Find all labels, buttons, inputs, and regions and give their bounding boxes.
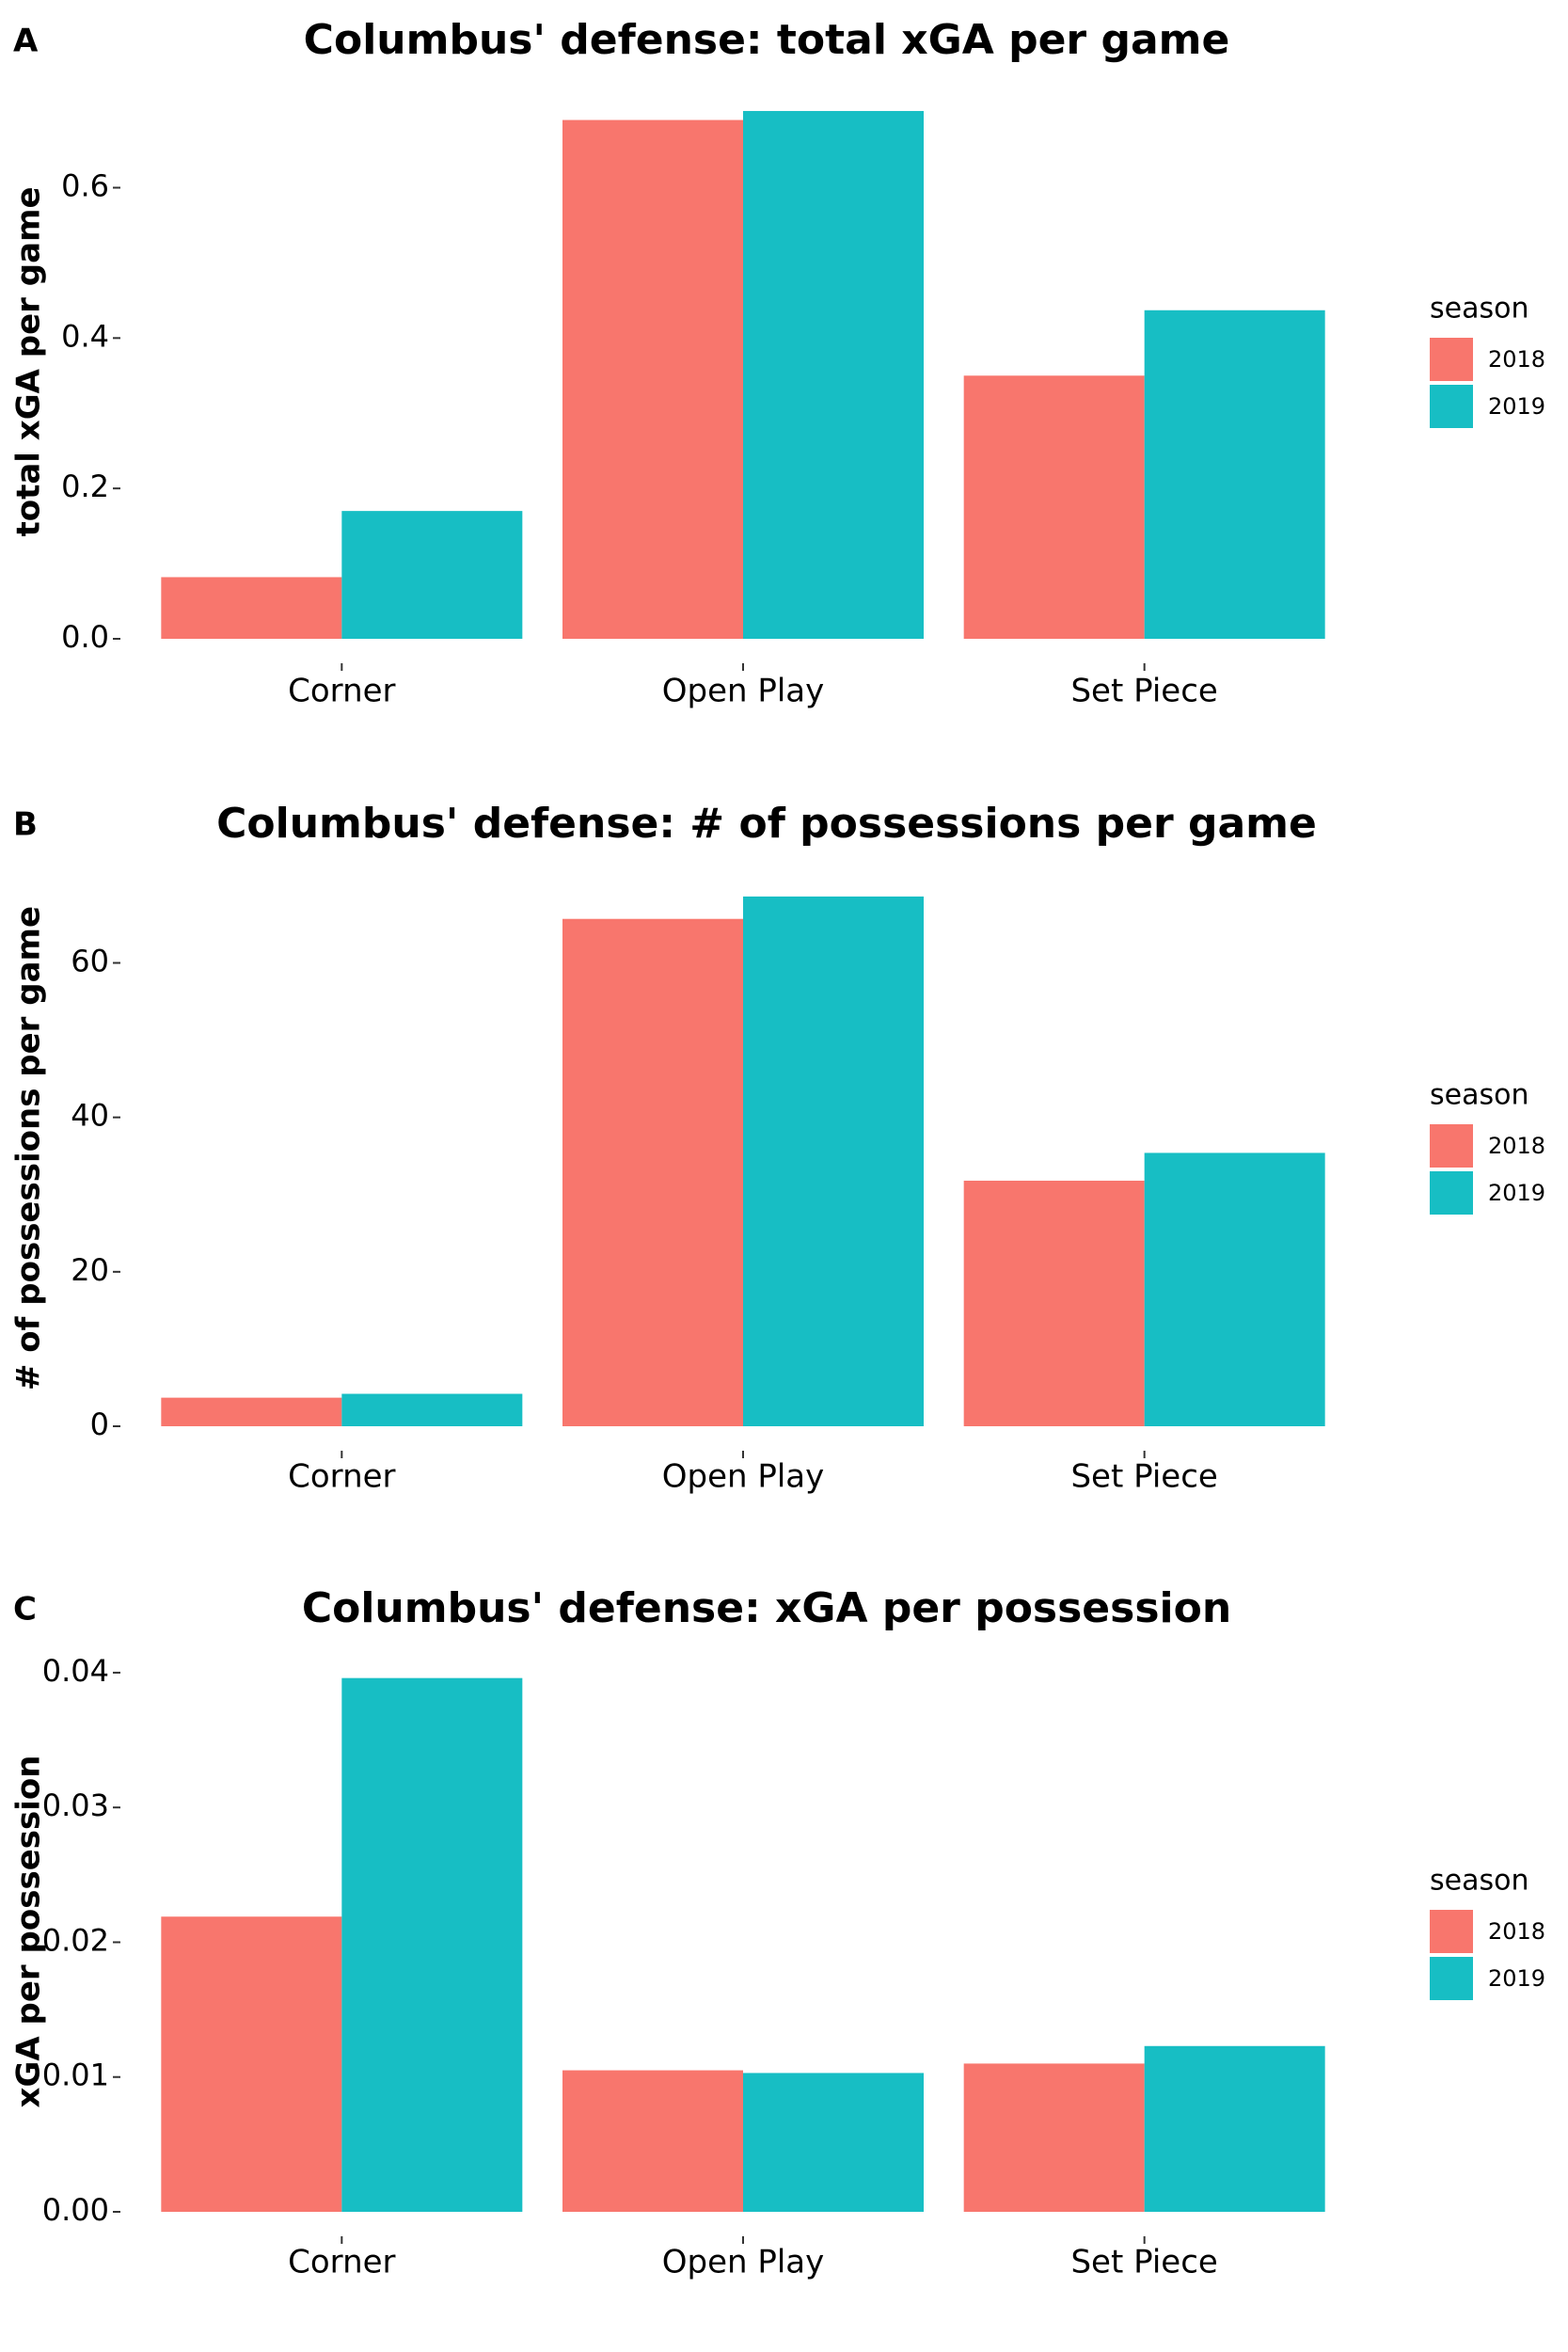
legend: season 2018 2019 — [1430, 1865, 1545, 2000]
y-tick-label: 0.0 — [61, 619, 109, 655]
panel-b: B Columbus' defense: # of possessions per… — [10, 800, 1546, 1496]
y-tick-label: 0.2 — [61, 469, 109, 504]
legend-title: season — [1430, 1865, 1528, 1898]
y-tick-label: 20 — [71, 1252, 109, 1288]
legend-label: 2019 — [1488, 1180, 1545, 1206]
legend-title: season — [1430, 293, 1528, 326]
bar-open-play-2018 — [562, 918, 743, 1426]
legend-label: 2019 — [1488, 1965, 1545, 1992]
bar-set-piece-2019 — [1144, 310, 1325, 639]
panel-letter: B — [13, 806, 38, 844]
legend-key-2018 — [1430, 1124, 1473, 1168]
y-tick-label: 0.4 — [61, 318, 109, 354]
bar-set-piece-2018 — [963, 1180, 1145, 1426]
bar-open-play-2018 — [562, 119, 743, 639]
x-tick-label: Set Piece — [1070, 673, 1217, 710]
x-tick-label: Open Play — [662, 673, 825, 710]
bar-corner-2018 — [161, 1916, 342, 2212]
bar-open-play-2019 — [743, 896, 924, 1426]
panel-letter: C — [13, 1591, 37, 1629]
y-tick-label: 0.02 — [42, 1922, 109, 1958]
y-tick-label: 0.04 — [42, 1653, 109, 1689]
y-tick-label: 40 — [71, 1098, 109, 1134]
legend-title: season — [1430, 1079, 1528, 1112]
x-tick-label: Corner — [288, 673, 395, 710]
bar-corner-2018 — [161, 577, 342, 639]
legend-label: 2018 — [1488, 1133, 1545, 1159]
x-tick-label: Set Piece — [1070, 1458, 1217, 1496]
bar-open-play-2019 — [743, 2073, 924, 2212]
panel-a: A Columbus' defense: total xGA per game to… — [10, 16, 1546, 710]
x-tick-label: Open Play — [662, 2244, 825, 2281]
legend: season 2018 2019 — [1430, 293, 1545, 428]
bar-open-play-2018 — [562, 2070, 743, 2212]
x-tick-label: Set Piece — [1070, 2244, 1217, 2281]
y-tick-label: 0.03 — [42, 1788, 109, 1823]
x-tick-label: Corner — [288, 2244, 395, 2281]
legend-label: 2019 — [1488, 393, 1545, 420]
y-axis-label: # of possessions per game — [10, 906, 48, 1391]
y-tick-label: 0.6 — [61, 167, 109, 203]
legend: season 2018 2019 — [1430, 1079, 1545, 1215]
chart-title: Columbus' defense: xGA per possession — [302, 1584, 1231, 1632]
y-axis-label: total xGA per game — [10, 186, 48, 536]
bar-open-play-2019 — [743, 110, 924, 640]
legend-key-2018 — [1430, 1910, 1473, 1953]
y-tick-label: 60 — [71, 944, 109, 979]
bar-set-piece-2019 — [1144, 2045, 1325, 2212]
chart-title: Columbus' defense: total xGA per game — [304, 16, 1230, 64]
bar-corner-2018 — [161, 1397, 342, 1426]
y-tick-label: 0.01 — [42, 2058, 109, 2093]
bar-set-piece-2018 — [963, 375, 1145, 639]
bar-corner-2019 — [341, 1677, 523, 2212]
y-tick-label: 0 — [90, 1406, 109, 1442]
panel-c: C Columbus' defense: xGA per possession xG… — [10, 1584, 1546, 2281]
legend-key-2019 — [1430, 1171, 1473, 1215]
bar-set-piece-2019 — [1144, 1152, 1325, 1426]
chart-title: Columbus' defense: # of possessions per … — [216, 800, 1317, 848]
bar-set-piece-2018 — [963, 2063, 1145, 2212]
y-tick-label: 0.00 — [42, 2192, 109, 2228]
bar-corner-2019 — [341, 1393, 523, 1426]
y-axis-label: xGA per possession — [10, 1756, 48, 2108]
legend-key-2019 — [1430, 1957, 1473, 2000]
legend-label: 2018 — [1488, 1918, 1545, 1945]
bar-corner-2019 — [341, 511, 523, 639]
x-tick-label: Corner — [288, 1458, 395, 1496]
legend-key-2019 — [1430, 385, 1473, 428]
panel-letter: A — [13, 23, 39, 60]
x-tick-label: Open Play — [662, 1458, 825, 1496]
legend-label: 2018 — [1488, 346, 1545, 373]
legend-key-2018 — [1430, 338, 1473, 381]
